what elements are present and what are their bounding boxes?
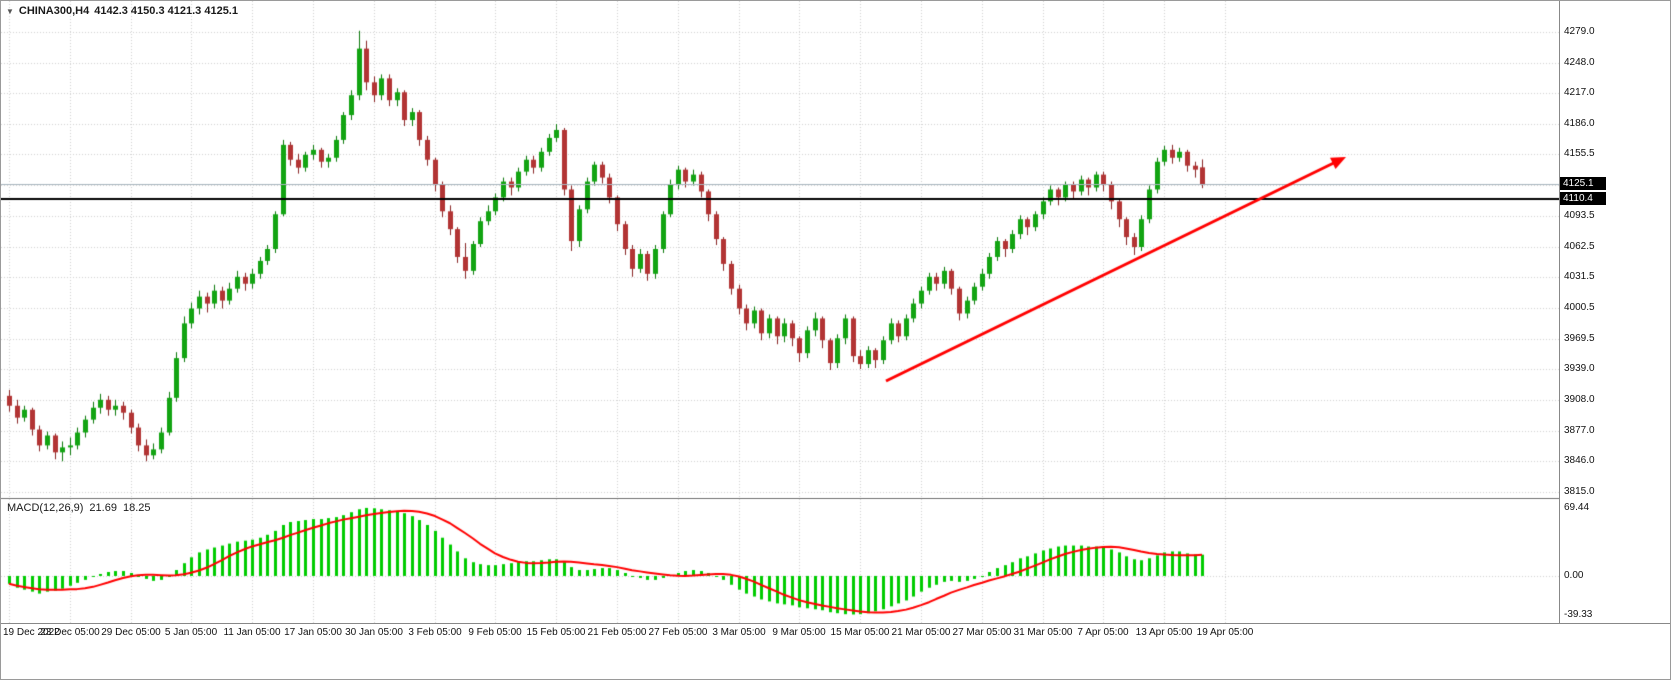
price-axis-label: 4248.0 [1564,56,1595,68]
time-axis-label: 9 Mar 05:00 [772,627,826,638]
time-axis-label: 3 Mar 05:00 [712,627,766,638]
price-axis-label: 3939.0 [1564,363,1595,375]
time-axis-label: 17 Jan 05:00 [284,627,342,638]
time-axis-label: 19 Apr 05:00 [1196,627,1254,638]
time-axis[interactable]: 19 Dec 2022 23 Dec 05:00 29 Dec 05:00 5 Jan… [1,623,1670,641]
time-axis-label: 9 Feb 05:00 [468,627,522,638]
price-axis-label: 4031.5 [1564,271,1595,283]
symbol-dropdown-icon[interactable]: ▼ [6,6,14,16]
time-axis-label: 31 Mar 05:00 [1013,627,1073,638]
time-axis-label: 29 Dec 05:00 [101,627,161,638]
time-axis-label: 21 Feb 05:00 [587,627,647,638]
time-axis-label: 27 Mar 05:00 [952,627,1012,638]
time-axis-label: 19 Dec 2022 [3,627,60,638]
price-axis-label: 3908.0 [1564,393,1595,405]
price-axis-label: 4093.5 [1564,209,1595,221]
pane-separator[interactable] [1,498,1670,499]
macd-value: 21.69 [89,502,117,514]
macd-name: MACD(12,26,9) [7,502,84,514]
price-axis-label: 4279.0 [1564,25,1595,37]
macd-axis-label: -39.33 [1564,608,1593,620]
price-axis-label: 3969.5 [1564,332,1595,344]
price-axis-label: 4217.0 [1564,87,1595,99]
hline-price-tag: 4110.4 [1560,192,1606,205]
time-axis-label: 30 Jan 05:00 [345,627,403,638]
macd-indicator-label: MACD(12,26,9) 21.69 18.25 [7,502,150,514]
time-axis-label: 5 Jan 05:00 [164,627,218,638]
chart-header: ▼ CHINA300,H4 4142.3 4150.3 4121.3 4125.… [6,5,238,17]
time-axis-label: 15 Mar 05:00 [830,627,890,638]
time-axis-label: 15 Feb 05:00 [526,627,586,638]
price-axis[interactable]: 4125.1 4110.4 4279.0 4248.0 4217.0 4186.0 41… [1559,1,1670,623]
time-axis-label: 3 Feb 05:00 [408,627,462,638]
time-axis-label: 11 Jan 05:00 [223,627,281,638]
macd-signal-value: 18.25 [122,502,151,514]
price-axis-label: 3815.0 [1564,486,1595,498]
time-axis-label: 7 Apr 05:00 [1077,627,1129,638]
chart-title-ohlc: 4142.3 4150.3 4121.3 4125.1 [94,5,238,17]
time-axis-label: 21 Mar 05:00 [891,627,951,638]
macd-axis-label: 69.44 [1564,501,1590,513]
macd-axis-label: 0.00 [1564,569,1584,581]
time-axis-label: 23 Dec 05:00 [40,627,100,638]
price-axis-label: 4062.5 [1564,240,1595,252]
chart-title-symbol: CHINA300,H4 [18,5,90,17]
bid-price-tag: 4125.1 [1560,177,1606,191]
price-axis-label: 4186.0 [1564,118,1595,129]
price-axis-label: 4000.5 [1564,302,1595,314]
price-axis-label: 3877.0 [1564,424,1595,436]
price-axis-label: 4155.5 [1564,148,1595,160]
price-axis-label: 3846.0 [1564,455,1595,467]
time-axis-label: 13 Apr 05:00 [1135,627,1193,638]
time-axis-label: 27 Feb 05:00 [648,627,708,638]
price-chart-canvas[interactable] [1,1,1559,623]
